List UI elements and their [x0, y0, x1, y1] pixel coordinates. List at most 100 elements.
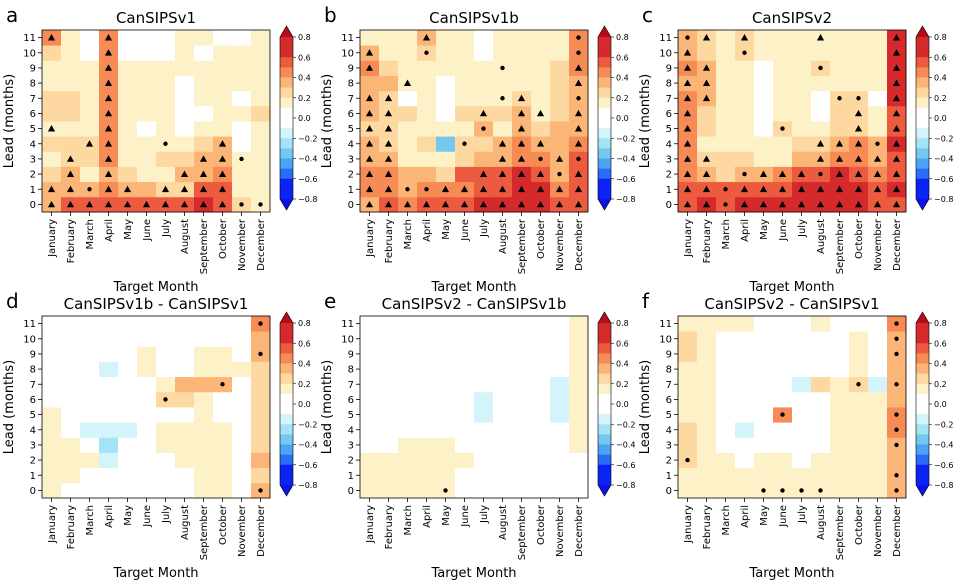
heatmap-cell: [792, 105, 812, 122]
heatmap-cell: [455, 437, 475, 453]
heatmap-cell: [830, 331, 850, 347]
heatmap-cell: [474, 437, 494, 453]
colorbar: 0.8 0.6 0.4 0.2 0.0 −0.2 −0.4 −0.6 −0.8: [597, 311, 635, 497]
heatmap-cell: [773, 151, 793, 167]
dot-marker: [258, 351, 263, 357]
y-tick-label: 5: [30, 410, 36, 421]
triangle-marker: [892, 94, 901, 102]
heatmap-cell: [118, 105, 138, 122]
heatmap-cell: [868, 316, 888, 332]
heatmap-cell: [417, 105, 437, 122]
heatmap-cell: [251, 452, 271, 469]
triangle-marker: [574, 140, 583, 147]
heatmap-cell: [773, 467, 793, 484]
y-tick-label: 11: [659, 319, 672, 330]
heatmap-cell: [436, 151, 456, 167]
heatmap-cell: [887, 361, 907, 378]
colorbar-tick-label: −0.4: [934, 441, 953, 450]
heatmap-cell: [474, 45, 494, 61]
plot-frame: [677, 29, 907, 213]
x-tick-label: January: [47, 505, 58, 544]
colorbar-tick-label: −0.6: [934, 461, 953, 470]
heatmap-cell: [61, 391, 81, 408]
triangle-marker: [816, 33, 825, 41]
triangle-marker: [104, 49, 113, 56]
heatmap-cell: [118, 90, 138, 107]
heatmap-cell: [80, 30, 100, 46]
y-tick-label: 11: [341, 319, 354, 330]
x-tick-label: August: [498, 219, 509, 254]
triangle-marker: [460, 200, 469, 208]
heatmap-cell: [213, 361, 233, 378]
heatmap-cell: [716, 45, 736, 61]
heatmap-cell: [42, 60, 62, 76]
triangle-marker: [365, 109, 374, 117]
triangle-marker: [403, 79, 412, 86]
x-tick-label: October: [854, 218, 865, 259]
triangle-marker: [835, 170, 844, 177]
triangle-marker: [778, 170, 787, 177]
heatmap-cell: [735, 331, 755, 347]
colorbar-segment: [280, 37, 293, 48]
y-tick-label: 2: [30, 456, 36, 467]
triangle-marker: [536, 200, 545, 208]
x-tick-label: June: [460, 219, 471, 242]
heatmap-cell: [697, 136, 717, 152]
heatmap-cell: [811, 391, 831, 408]
heatmap-cell: [754, 346, 774, 362]
heatmap-cell: [754, 331, 774, 347]
dot-marker: [258, 488, 263, 493]
heatmap-cell: [436, 166, 456, 183]
heatmap-cells: [678, 316, 907, 499]
heatmap-cell: [118, 467, 138, 484]
colorbar-segment: [916, 454, 929, 466]
dot-marker: [258, 202, 263, 207]
heatmap-cell: [792, 151, 812, 167]
heatmap-cell: [360, 467, 380, 484]
heatmap-cell: [232, 60, 252, 76]
heatmap-cell: [716, 407, 736, 423]
heatmap-cell: [493, 30, 513, 46]
colorbar-segment: [280, 57, 293, 68]
heatmap-cell: [417, 437, 437, 453]
colorbar-tick-label: 0.6: [616, 339, 629, 348]
heatmap-cell: [61, 482, 81, 499]
heatmap-cell: [61, 376, 81, 393]
heatmap-cell: [697, 331, 717, 347]
heatmap-cell: [194, 361, 214, 378]
heatmap-cell: [716, 105, 736, 122]
colorbar-tick-label: −0.4: [298, 155, 317, 164]
heatmap-cell: [99, 467, 119, 484]
heatmap-cell: [80, 452, 100, 469]
dot-marker: [239, 156, 244, 162]
heatmap-cell: [213, 316, 233, 332]
heatmap-cell: [118, 316, 138, 332]
y-axis-label: Lead (months): [638, 74, 653, 168]
heatmap-cell: [194, 467, 214, 484]
triangle-marker: [123, 185, 132, 193]
dot-marker: [837, 96, 842, 101]
heatmap-cell: [99, 376, 119, 393]
y-tick-label: 6: [348, 395, 354, 406]
heatmap-cell: [474, 391, 494, 408]
heatmap-cell: [811, 376, 831, 393]
heatmap-cell: [213, 75, 233, 92]
triangle-marker: [422, 33, 431, 41]
colorbar-segment: [280, 158, 293, 169]
heatmap-cell: [42, 376, 62, 393]
heatmap-cell: [417, 346, 437, 362]
heatmap-cell: [830, 482, 850, 499]
heatmap-cell: [773, 45, 793, 61]
heatmap-cell: [398, 166, 418, 183]
heatmap-cell: [474, 75, 494, 92]
dot-marker: [220, 382, 225, 387]
heatmap-cell: [868, 90, 888, 107]
colorbar-extend-low: [598, 199, 611, 210]
heatmap-cell: [678, 376, 698, 393]
triangle-marker: [47, 33, 56, 41]
triangle-marker: [683, 155, 692, 162]
heatmap-cell: [232, 316, 252, 332]
heatmap-cell: [792, 391, 812, 408]
heatmap-cell: [531, 452, 551, 469]
heatmap-cell: [531, 391, 551, 408]
